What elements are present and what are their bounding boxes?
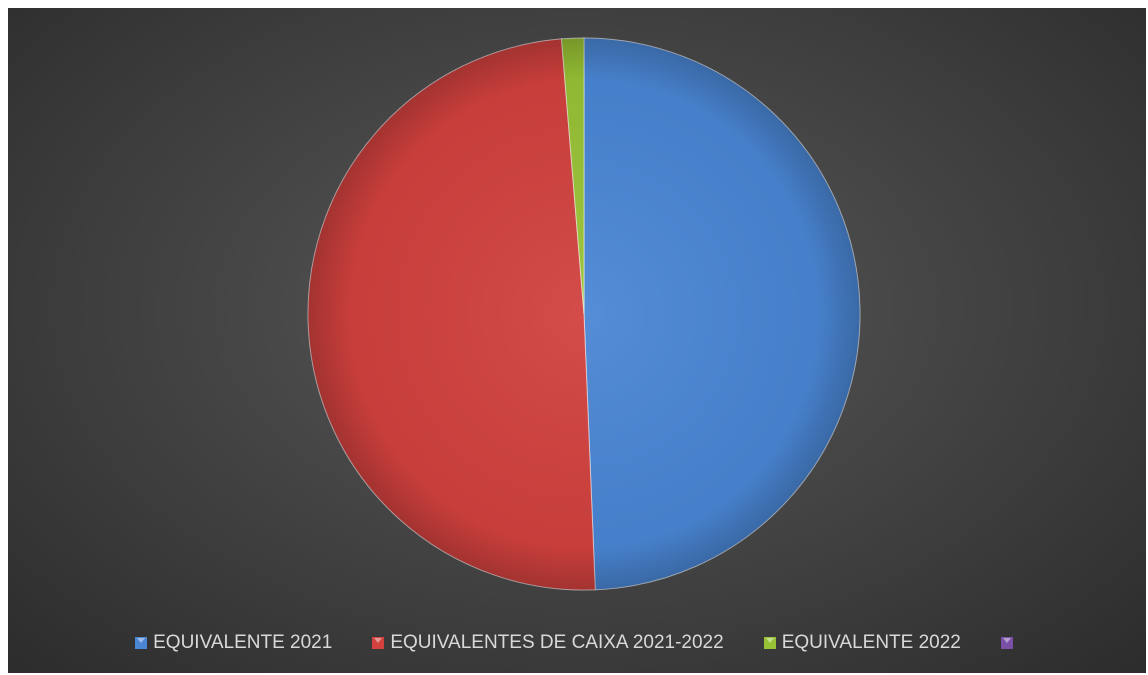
legend-swatch <box>372 637 385 649</box>
legend-swatch <box>763 637 776 649</box>
pie-slice <box>307 38 596 591</box>
legend-label: EQUIVALENTES DE CAIXA 2021-2022 <box>390 632 724 653</box>
legend-swatch <box>1000 637 1013 649</box>
legend-item: EQUIVALENTE 2022 <box>763 632 961 654</box>
legend-item: EQUIVALENTE 2021 <box>135 632 332 654</box>
legend-item: EQUIVALENTES DE CAIXA 2021-2022 <box>372 632 724 654</box>
legend-item <box>1000 637 1019 649</box>
pie-slice <box>583 37 861 591</box>
legend-swatch <box>135 637 148 649</box>
chart-area: EQUIVALENTE 2021 EQUIVALENTES DE CAIXA 2… <box>8 8 1146 673</box>
legend-label: EQUIVALENTE 2022 <box>781 632 961 653</box>
legend-label: EQUIVALENTE 2021 <box>153 632 333 653</box>
pie-chart <box>307 37 861 591</box>
legend: EQUIVALENTE 2021 EQUIVALENTES DE CAIXA 2… <box>8 628 1146 658</box>
